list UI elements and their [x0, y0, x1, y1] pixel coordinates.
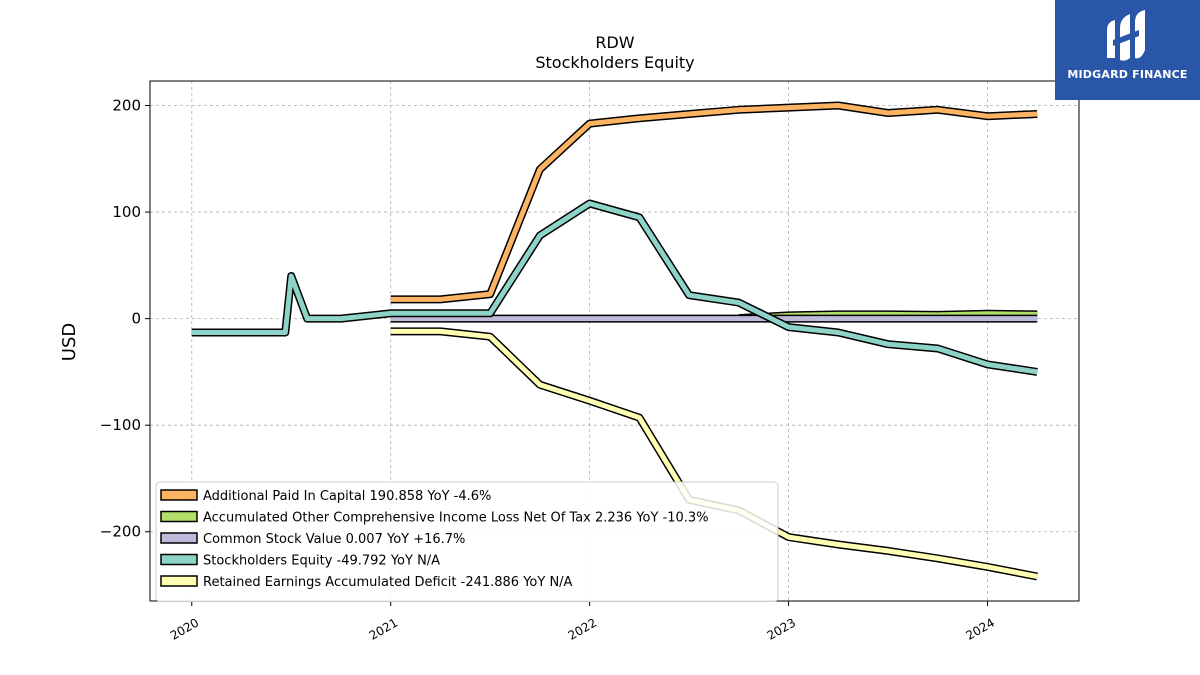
x-tick-label: 2024 [964, 615, 997, 642]
legend-swatch [160, 575, 198, 587]
legend-entry: Stockholders Equity -49.792 YoY N/A [203, 554, 440, 569]
y-axis-ticks: 200 100 0 −100 −200 [100, 97, 150, 541]
y-tick-label: 200 [112, 97, 141, 115]
x-axis-ticks: 2020 2021 2022 2023 2024 [168, 601, 997, 643]
y-tick-label: 0 [131, 310, 141, 328]
legend-swatch [160, 489, 198, 501]
legend-entry: Common Stock Value 0.007 YoY +16.7% [203, 532, 465, 547]
x-tick-label: 2021 [367, 615, 400, 642]
logo-mark-icon [1055, 0, 1200, 100]
series-lines [191, 101, 1038, 581]
x-tick-label: 2023 [765, 615, 798, 642]
chart-subtitle: Stockholders Equity [535, 53, 694, 72]
legend-box [155, 481, 779, 602]
legend-entry: Accumulated Other Comprehensive Income L… [203, 511, 709, 526]
y-tick-label: −100 [100, 416, 141, 434]
series-line [191, 201, 1038, 375]
series-0 [390, 101, 1038, 304]
logo-text: MIDGARD FINANCE [1067, 68, 1188, 81]
x-tick-label: 2022 [566, 615, 599, 642]
legend-swatch [160, 532, 198, 544]
legend-swatch [160, 553, 198, 566]
midgard-finance-logo: MIDGARD FINANCE [1055, 0, 1200, 100]
legend: Additional Paid In Capital 190.858 YoY -… [155, 481, 779, 602]
legend-entry: Additional Paid In Capital 190.858 YoY -… [203, 489, 491, 504]
series-3 [191, 199, 1038, 376]
x-tick-label: 2020 [168, 615, 201, 642]
series-line [390, 103, 1038, 302]
y-tick-label: −200 [100, 523, 141, 541]
legend-swatch [160, 510, 198, 523]
series-line-outline [390, 101, 1038, 304]
legend-entry: Retained Earnings Accumulated Deficit -2… [203, 575, 573, 590]
y-axis-label: USD [59, 323, 80, 361]
chart-title: RDW [595, 33, 634, 52]
y-tick-label: 100 [112, 203, 141, 221]
